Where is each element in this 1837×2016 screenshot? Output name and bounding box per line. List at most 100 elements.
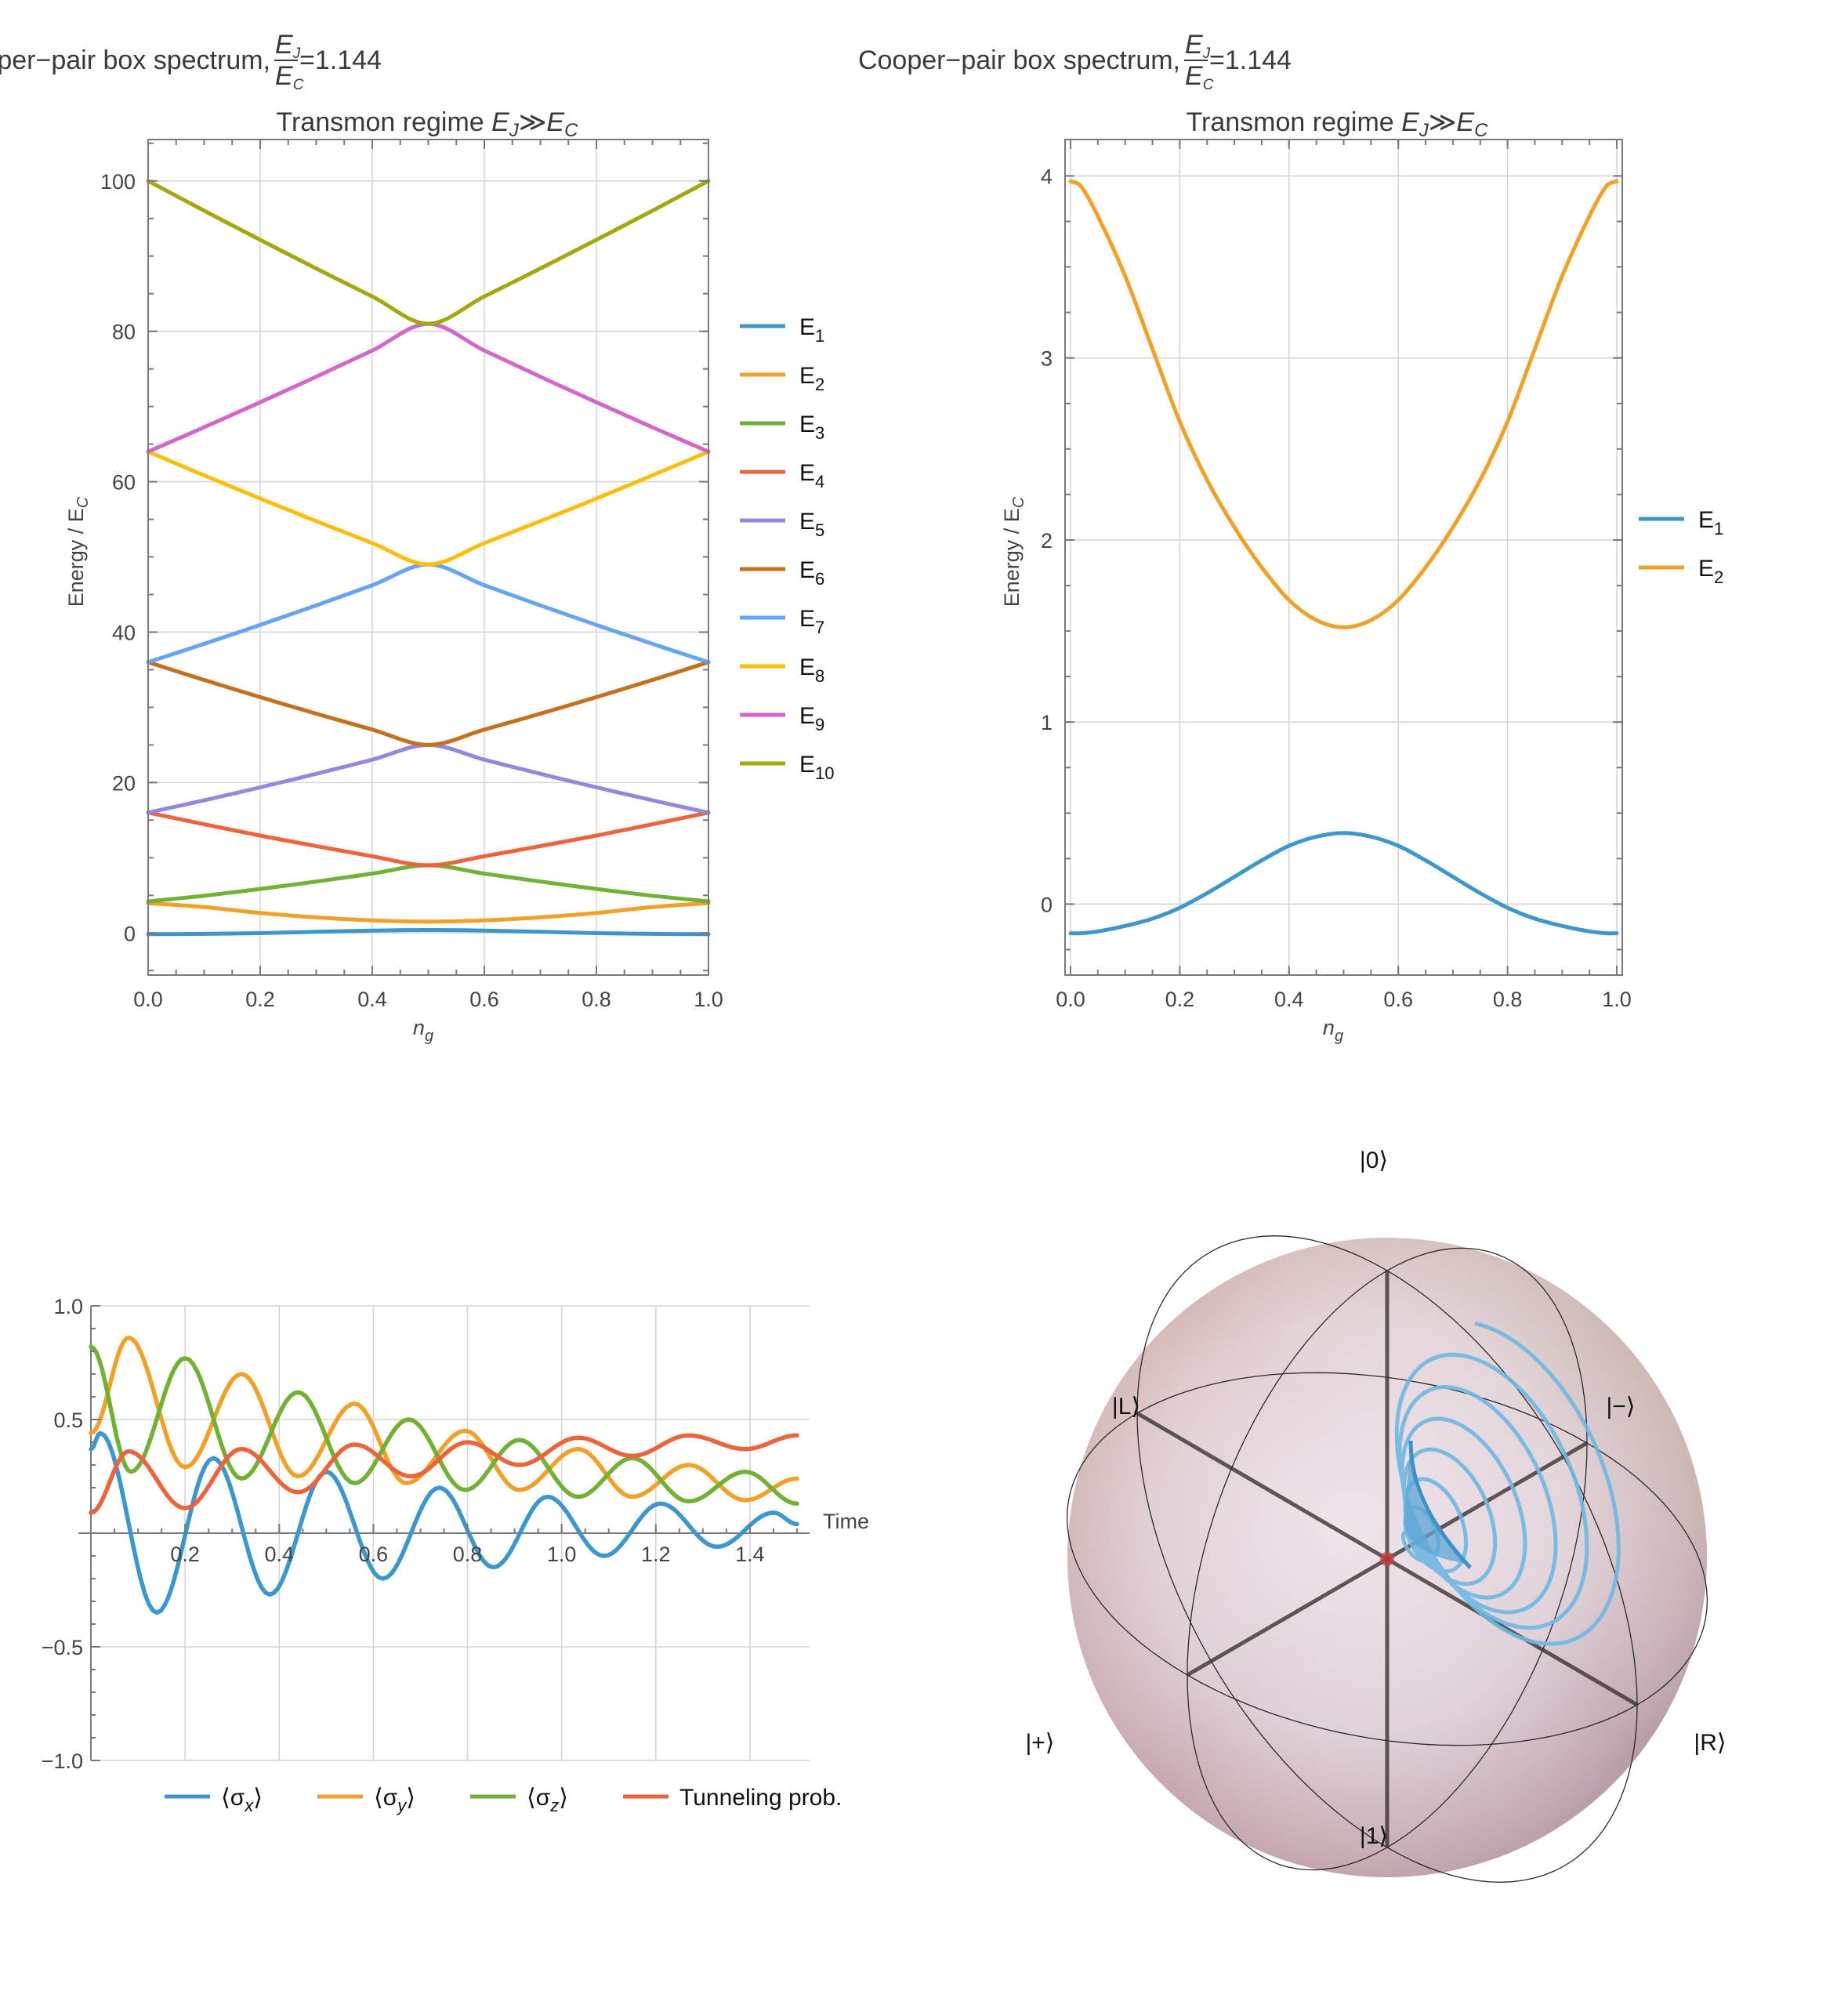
x-tick-label: 0.4 <box>1274 988 1304 1011</box>
legend-label: E1 <box>799 314 824 346</box>
bloch-ket-labels: |0⟩ |1⟩ |L⟩ |−⟩ |+⟩ |R⟩ <box>1025 1148 1726 1849</box>
legend-label: E5 <box>799 509 824 540</box>
chart3-ticks: 0.2 0.4 0.6 0.8 1.0 1.2 1.4 −1.0 −0.5 0.5 1.0 <box>42 1295 798 1773</box>
y-tick-label: 100 <box>100 170 136 194</box>
series-line-E9 <box>146 321 711 454</box>
y-tick-label: −0.5 <box>42 1636 83 1659</box>
series-line <box>89 1433 799 1515</box>
x-tick-label: 0.8 <box>582 988 611 1011</box>
legend-label: E4 <box>799 460 824 491</box>
series-line <box>89 1344 799 1507</box>
series-line-E8 <box>146 449 711 567</box>
x-tick-label: 0.8 <box>1493 988 1523 1011</box>
chart3-legend: ⟨σx⟩ ⟨σy⟩ ⟨σz⟩ Tunneling prob. <box>165 1785 842 1815</box>
chart1-legend: E1 E2 E3 E4 E5 E6 E7 E8 E9 E10 <box>740 314 835 783</box>
legend-label: E2 <box>1698 556 1723 587</box>
x-tick-label: 1.0 <box>694 988 723 1011</box>
legend-label: ⟨σx⟩ <box>221 1785 263 1815</box>
chart3-series <box>89 1335 799 1615</box>
chart1-title-den: EC <box>275 61 304 93</box>
legend-label: ⟨σy⟩ <box>374 1785 415 1815</box>
x-tick-label: 0.4 <box>264 1543 294 1566</box>
y-tick-label: 3 <box>1041 347 1053 371</box>
chart1-title-prefix: Cooper−pair box spectrum, <box>0 45 270 75</box>
series-line-E6 <box>146 660 711 747</box>
legend-label: ⟨σz⟩ <box>527 1785 568 1815</box>
x-tick-label: 0.6 <box>1383 988 1413 1011</box>
y-tick-label: 1 <box>1041 711 1053 734</box>
y-tick-label: 4 <box>1041 165 1053 188</box>
chart2-title-den: EC <box>1185 61 1214 93</box>
series-line-E2 <box>1068 179 1619 629</box>
series-line-E5 <box>146 742 711 815</box>
chart2-xlabel: ng <box>1323 1016 1343 1045</box>
x-tick-label: 1.0 <box>1602 988 1632 1011</box>
series-line-E1 <box>1068 831 1619 936</box>
spectrum-full-chart: Cooper−pair box spectrum, EJ EC =1.144 T… <box>0 30 835 1045</box>
chart2-frame <box>1064 139 1623 976</box>
chart1-title-suffix: =1.144 <box>299 45 382 75</box>
chart1-ticks: 0.0 0.2 0.4 0.6 0.8 1.0 0 20 40 60 80 100 <box>100 140 723 1011</box>
legend-label: E7 <box>799 606 824 637</box>
chart1-subtitle: Transmon regime EJ≫EC <box>277 107 579 141</box>
chart2-title-fraction: EJ EC <box>1184 30 1214 93</box>
spectrum-lowest-chart: Cooper−pair box spectrum, EJ EC =1.144 T… <box>858 30 1723 1045</box>
chart1-title-fraction: EJ EC <box>274 30 304 93</box>
time-evolution-chart: 0.2 0.4 0.6 0.8 1.0 1.2 1.4 −1.0 −0.5 0.5 1.0 Time… <box>42 1295 869 1815</box>
bloch-center-marker <box>1380 1552 1394 1566</box>
y-tick-label: 60 <box>112 471 136 495</box>
x-tick-label: 0.2 <box>170 1543 200 1566</box>
y-tick-label: 1.0 <box>53 1295 83 1318</box>
chart1-xlabel: ng <box>413 1016 433 1045</box>
y-tick-label: 0 <box>124 922 136 945</box>
series-line-E7 <box>146 562 711 665</box>
x-tick-label: 0.6 <box>359 1543 389 1566</box>
series-line <box>89 1430 799 1615</box>
legend-label: E2 <box>799 363 824 394</box>
legend-label: E10 <box>799 752 835 783</box>
ket-label-lower_left: |+⟩ <box>1025 1730 1054 1756</box>
x-tick-label: 0.8 <box>453 1543 483 1566</box>
bloch-sphere: |0⟩ |1⟩ |L⟩ |−⟩ |+⟩ |R⟩ <box>1025 1148 1726 1883</box>
y-tick-label: −1.0 <box>42 1749 83 1773</box>
chart2-series <box>1068 179 1619 936</box>
chart2-gridlines <box>1065 140 1622 975</box>
series-line-E4 <box>146 810 711 868</box>
x-tick-label: 1.2 <box>641 1543 671 1566</box>
bloch-trajectory <box>1380 1321 1621 1646</box>
ket-label-top: |0⟩ <box>1360 1148 1388 1173</box>
chart2-title-num: EJ <box>1185 30 1211 62</box>
chart2-title-suffix: =1.144 <box>1209 45 1292 75</box>
x-tick-label: 0.4 <box>357 988 387 1011</box>
legend-label: E3 <box>799 412 824 443</box>
chart2-subtitle: Transmon regime EJ≫EC <box>1187 107 1489 141</box>
chart1-gridlines <box>147 140 709 975</box>
chart2-ticks: 0.0 0.2 0.4 0.6 0.8 1.0 0 1 2 3 4 <box>1041 140 1632 1011</box>
series-line-E3 <box>146 863 711 904</box>
chart2-ylabel: Energy / EC <box>1000 496 1027 607</box>
ket-label-upper_left: |L⟩ <box>1112 1394 1140 1420</box>
series-line-E10 <box>146 179 711 326</box>
chart1-title-num: EJ <box>275 30 301 62</box>
ket-label-lower_right: |R⟩ <box>1694 1730 1726 1756</box>
x-tick-label: 1.4 <box>735 1543 765 1566</box>
legend-label: E1 <box>1698 507 1723 538</box>
series-line-E2 <box>146 901 711 924</box>
x-tick-label: 1.0 <box>547 1543 577 1566</box>
y-tick-label: 40 <box>112 621 136 644</box>
x-tick-label: 0.0 <box>1056 988 1085 1011</box>
x-tick-label: 0.2 <box>1165 988 1195 1011</box>
chart3-xlabel: Time <box>823 1510 869 1533</box>
legend-label: E6 <box>799 557 824 589</box>
chart2-title-prefix: Cooper−pair box spectrum, <box>858 45 1180 75</box>
ket-label-bottom: |1⟩ <box>1360 1823 1388 1849</box>
y-tick-label: 80 <box>112 321 136 344</box>
legend-label: Tunneling prob. <box>679 1785 842 1811</box>
legend-label: E8 <box>799 654 824 686</box>
x-tick-label: 0.2 <box>245 988 275 1011</box>
series-line-E1 <box>146 928 711 937</box>
y-tick-label: 0 <box>1041 893 1053 916</box>
x-tick-label: 0.0 <box>133 988 163 1011</box>
chart1-series <box>146 179 711 937</box>
